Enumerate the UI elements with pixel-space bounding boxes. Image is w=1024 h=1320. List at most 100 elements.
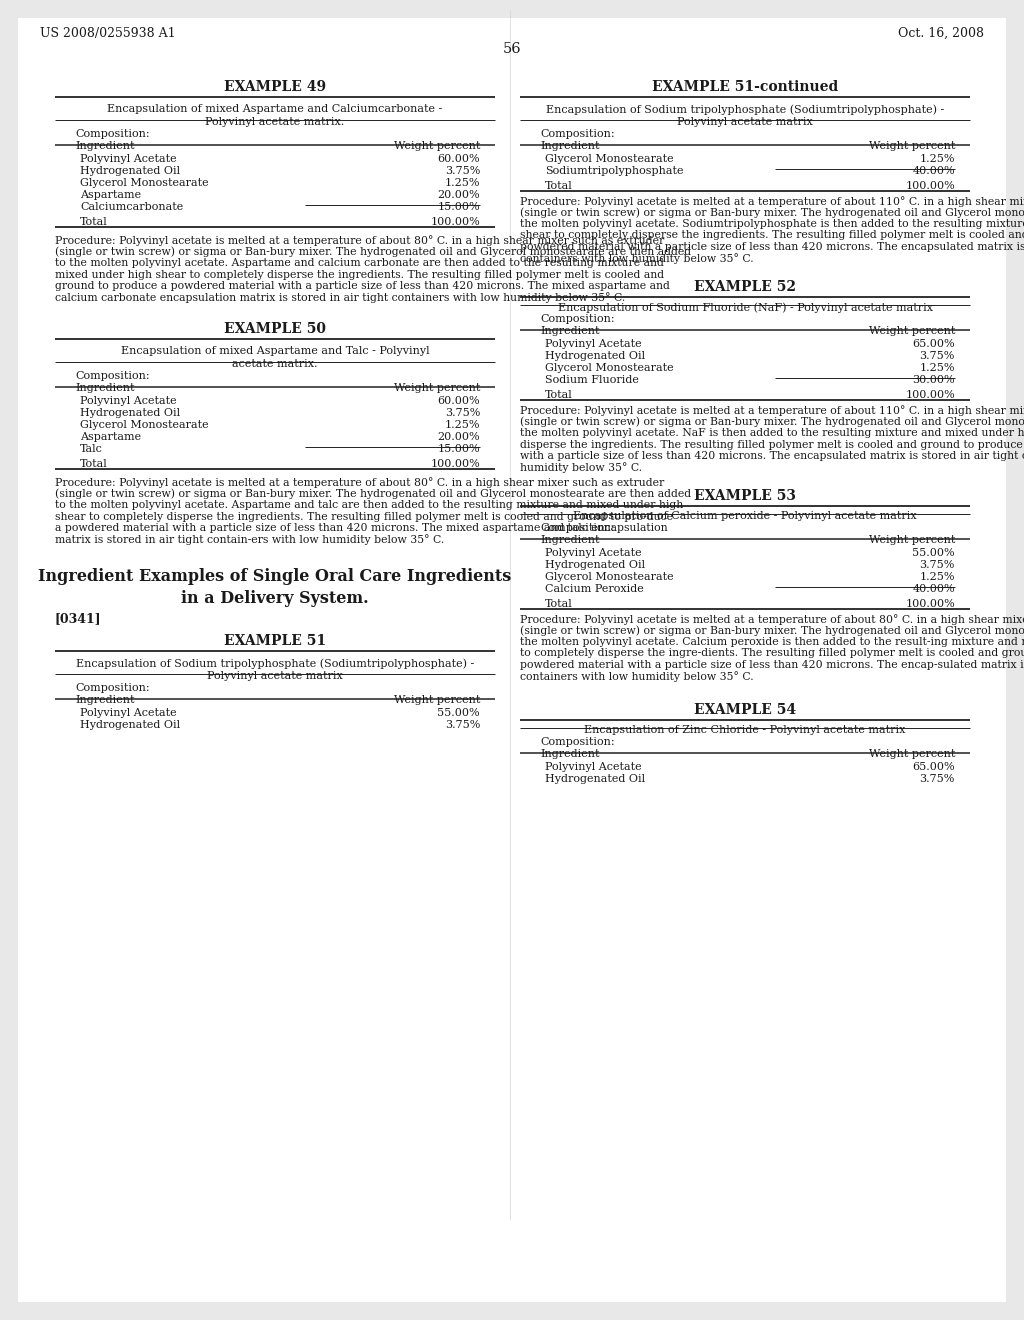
Text: Encapsulation of Sodium Fluoride (NaF) - Polyvinyl acetate matrix: Encapsulation of Sodium Fluoride (NaF) -…: [557, 302, 933, 313]
Text: Aspartame: Aspartame: [80, 190, 141, 201]
Text: a powdered material with a particle size of less than 420 microns. The mixed asp: a powdered material with a particle size…: [55, 523, 668, 533]
Text: 3.75%: 3.75%: [444, 408, 480, 418]
Text: 3.75%: 3.75%: [444, 166, 480, 176]
Text: acetate matrix.: acetate matrix.: [232, 359, 317, 370]
Text: Ingredient: Ingredient: [75, 141, 134, 150]
Text: Weight percent: Weight percent: [393, 141, 480, 150]
Text: Total: Total: [545, 389, 572, 400]
Text: 1.25%: 1.25%: [920, 154, 955, 164]
Text: (single or twin screw) or sigma or Ban-bury mixer. The hydrogenated oil and Glyc: (single or twin screw) or sigma or Ban-b…: [520, 207, 1024, 218]
Text: the molten polyvinyl acetate. NaF is then added to the resulting mixture and mix: the molten polyvinyl acetate. NaF is the…: [520, 428, 1024, 438]
Text: 65.00%: 65.00%: [912, 762, 955, 772]
Text: 20.00%: 20.00%: [437, 432, 480, 442]
Text: Weight percent: Weight percent: [868, 535, 955, 545]
Text: shear to completely disperse the ingredients. The resulting filled polymer melt : shear to completely disperse the ingredi…: [55, 511, 673, 521]
Text: Polyvinyl acetate matrix.: Polyvinyl acetate matrix.: [206, 117, 345, 127]
Text: Polyvinyl Acetate: Polyvinyl Acetate: [80, 154, 176, 164]
Text: containers with low humidity below 35° C.: containers with low humidity below 35° C…: [520, 253, 754, 264]
Text: Polyvinyl Acetate: Polyvinyl Acetate: [545, 548, 642, 558]
Text: 60.00%: 60.00%: [437, 154, 480, 164]
Text: Hydrogenated Oil: Hydrogenated Oil: [80, 719, 180, 730]
Text: 40.00%: 40.00%: [912, 583, 955, 594]
Text: Encapsulation of mixed Aspartame and Calciumcarbonate -: Encapsulation of mixed Aspartame and Cal…: [108, 104, 442, 114]
Text: 100.00%: 100.00%: [430, 216, 480, 227]
Text: Ingredient: Ingredient: [540, 535, 599, 545]
Text: powdered material with a particle size of less than 420 microns. The encap-sulat: powdered material with a particle size o…: [520, 660, 1024, 671]
Text: EXAMPLE 52: EXAMPLE 52: [694, 280, 796, 294]
Text: 40.00%: 40.00%: [912, 166, 955, 176]
Text: Procedure: Polyvinyl acetate is melted at a temperature of about 80° C. in a hig: Procedure: Polyvinyl acetate is melted a…: [520, 614, 1024, 624]
Text: to completely disperse the ingre-dients. The resulting filled polymer melt is co: to completely disperse the ingre-dients.…: [520, 648, 1024, 659]
Text: Polyvinyl acetate matrix: Polyvinyl acetate matrix: [207, 671, 343, 681]
Text: 3.75%: 3.75%: [444, 719, 480, 730]
Text: Ingredient: Ingredient: [540, 141, 599, 150]
Text: Calcium Peroxide: Calcium Peroxide: [545, 583, 644, 594]
Text: Glycerol Monostearate: Glycerol Monostearate: [545, 154, 674, 164]
Text: Ingredient Examples of Single Oral Care Ingredients: Ingredient Examples of Single Oral Care …: [38, 568, 512, 585]
Text: EXAMPLE 51-continued: EXAMPLE 51-continued: [652, 81, 838, 94]
Text: EXAMPLE 51: EXAMPLE 51: [224, 634, 326, 648]
Text: Calciumcarbonate: Calciumcarbonate: [80, 202, 183, 213]
Text: Hydrogenated Oil: Hydrogenated Oil: [545, 560, 645, 570]
Text: Weight percent: Weight percent: [868, 748, 955, 759]
Text: calcium carbonate encapsulation matrix is stored in air tight containers with lo: calcium carbonate encapsulation matrix i…: [55, 293, 626, 304]
Text: powdered material with a particle size of less than 420 microns. The encapsulate: powdered material with a particle size o…: [520, 242, 1024, 252]
Text: Ingredient: Ingredient: [75, 383, 134, 393]
Text: 55.00%: 55.00%: [437, 708, 480, 718]
Text: Hydrogenated Oil: Hydrogenated Oil: [80, 408, 180, 418]
Text: Composition:: Composition:: [540, 314, 614, 323]
Text: 100.00%: 100.00%: [905, 389, 955, 400]
Text: Sodium Fluoride: Sodium Fluoride: [545, 375, 639, 385]
Text: Polyvinyl Acetate: Polyvinyl Acetate: [80, 396, 176, 407]
Text: disperse the ingredients. The resulting filled polymer melt is cooled and ground: disperse the ingredients. The resulting …: [520, 440, 1024, 450]
Text: Procedure: Polyvinyl acetate is melted at a temperature of about 110° C. in a hi: Procedure: Polyvinyl acetate is melted a…: [520, 405, 1024, 416]
Text: EXAMPLE 53: EXAMPLE 53: [694, 488, 796, 503]
Text: (single or twin screw) or sigma or Ban-bury mixer. The hydrogenated oil and Glyc: (single or twin screw) or sigma or Ban-b…: [55, 488, 691, 499]
Text: Encapsulation of mixed Aspartame and Talc - Polyvinyl: Encapsulation of mixed Aspartame and Tal…: [121, 346, 429, 356]
Text: Procedure: Polyvinyl acetate is melted at a temperature of about 110° C. in a hi: Procedure: Polyvinyl acetate is melted a…: [520, 195, 1024, 207]
Text: Total: Total: [80, 216, 108, 227]
Text: 3.75%: 3.75%: [920, 774, 955, 784]
Text: 3.75%: 3.75%: [920, 351, 955, 360]
Text: Polyvinyl Acetate: Polyvinyl Acetate: [545, 339, 642, 348]
Text: mixed under high shear to completely disperse the ingredients. The resulting fil: mixed under high shear to completely dis…: [55, 269, 665, 280]
Text: 1.25%: 1.25%: [920, 572, 955, 582]
Text: (single or twin screw) or sigma or Ban-bury mixer. The hydrogenated oil and Glyc: (single or twin screw) or sigma or Ban-b…: [520, 417, 1024, 428]
Text: Weight percent: Weight percent: [868, 141, 955, 150]
Text: Total: Total: [80, 459, 108, 469]
Text: Glycerol Monostearate: Glycerol Monostearate: [80, 420, 209, 430]
Text: EXAMPLE 50: EXAMPLE 50: [224, 322, 326, 337]
Text: with a particle size of less than 420 microns. The encapsulated matrix is stored: with a particle size of less than 420 mi…: [520, 451, 1024, 461]
Text: Hydrogenated Oil: Hydrogenated Oil: [545, 774, 645, 784]
Text: 65.00%: 65.00%: [912, 339, 955, 348]
Text: to the molten polyvinyl acetate. Aspartame and calcium carbonate are then added : to the molten polyvinyl acetate. Asparta…: [55, 257, 664, 268]
Text: (single or twin screw) or sigma or Ban-bury mixer. The hydrogenated oil and Glyc: (single or twin screw) or sigma or Ban-b…: [520, 626, 1024, 636]
Text: 1.25%: 1.25%: [444, 178, 480, 187]
Text: the molten polyvinyl acetate. Calcium peroxide is then added to the result-ing m: the molten polyvinyl acetate. Calcium pe…: [520, 638, 1024, 647]
Text: Glycerol Monostearate: Glycerol Monostearate: [545, 363, 674, 374]
Text: Total: Total: [545, 181, 572, 191]
Text: US 2008/0255938 A1: US 2008/0255938 A1: [40, 26, 176, 40]
Text: Procedure: Polyvinyl acetate is melted at a temperature of about 80° C. in a hig: Procedure: Polyvinyl acetate is melted a…: [55, 235, 665, 246]
Text: Glycerol Monostearate: Glycerol Monostearate: [80, 178, 209, 187]
Text: humidity below 35° C.: humidity below 35° C.: [520, 462, 642, 474]
Text: [0341]: [0341]: [55, 612, 101, 624]
Text: Polyvinyl acetate matrix: Polyvinyl acetate matrix: [677, 117, 813, 127]
Text: Polyvinyl Acetate: Polyvinyl Acetate: [545, 762, 642, 772]
Text: (single or twin screw) or sigma or Ban-bury mixer. The hydrogenated oil and Glyc: (single or twin screw) or sigma or Ban-b…: [55, 247, 691, 257]
Text: Composition:: Composition:: [75, 371, 150, 381]
Text: Talc: Talc: [80, 444, 102, 454]
Text: Encapsulation of Sodium tripolyphosphate (Sodiumtripolyphosphate) -: Encapsulation of Sodium tripolyphosphate…: [76, 657, 474, 668]
Text: matrix is stored in air tight contain-ers with low humidity below 35° C.: matrix is stored in air tight contain-er…: [55, 535, 444, 545]
Text: 55.00%: 55.00%: [912, 548, 955, 558]
Text: 100.00%: 100.00%: [905, 599, 955, 609]
Text: 20.00%: 20.00%: [437, 190, 480, 201]
Text: containers with low humidity below 35° C.: containers with low humidity below 35° C…: [520, 672, 754, 682]
Text: 15.00%: 15.00%: [437, 444, 480, 454]
Text: Polyvinyl Acetate: Polyvinyl Acetate: [80, 708, 176, 718]
Text: Encapsulation of Sodium tripolyphosphate (Sodiumtripolyphosphate) -: Encapsulation of Sodium tripolyphosphate…: [546, 104, 944, 115]
Text: shear to completely disperse the ingredients. The resulting filled polymer melt : shear to completely disperse the ingredi…: [520, 231, 1024, 240]
Text: Encapsulation of Calcium peroxide - Polyvinyl acetate matrix: Encapsulation of Calcium peroxide - Poly…: [573, 511, 916, 521]
Text: Weight percent: Weight percent: [393, 383, 480, 393]
Text: EXAMPLE 54: EXAMPLE 54: [694, 704, 796, 717]
